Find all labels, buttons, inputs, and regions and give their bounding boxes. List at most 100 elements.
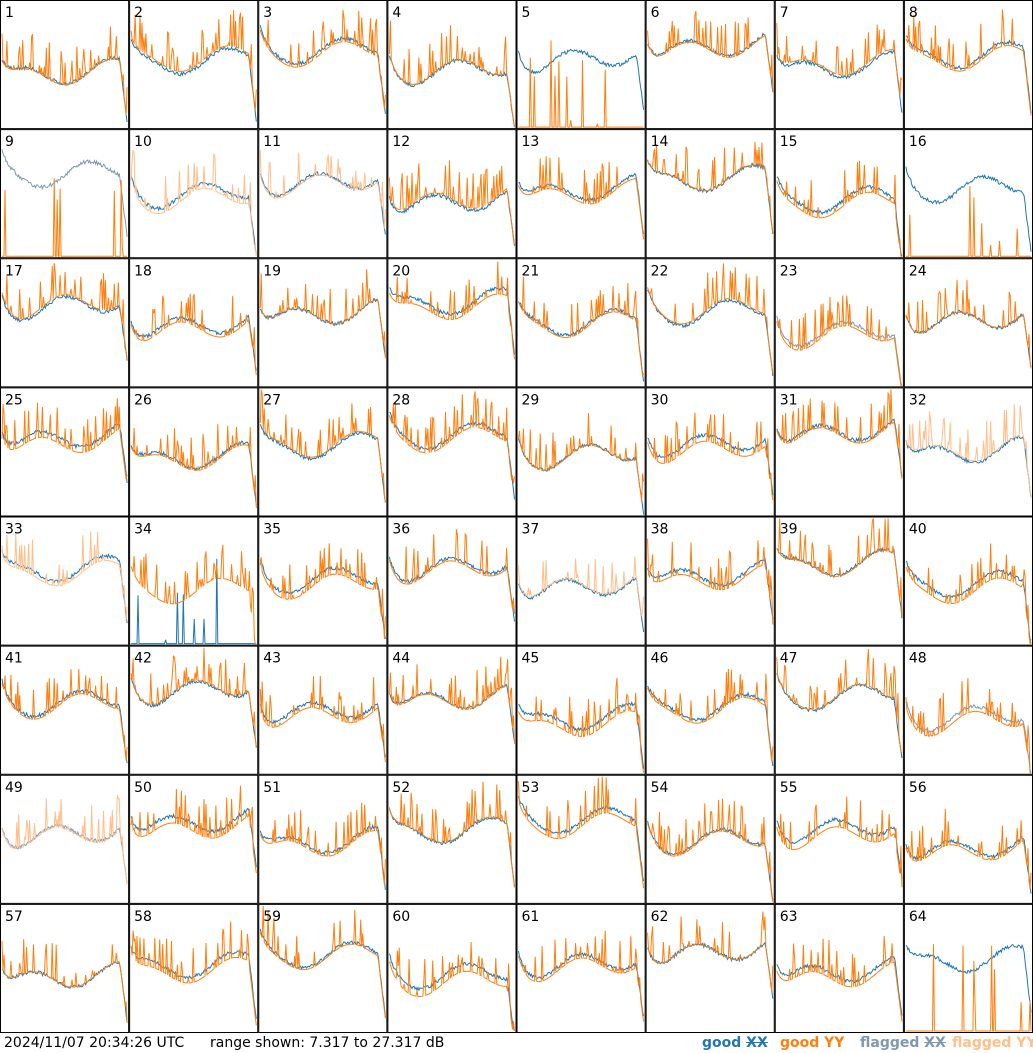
panel-frame — [645, 0, 775, 130]
yy-trace — [259, 802, 386, 885]
panel-59: 59 — [258, 903, 388, 1033]
panel-19: 19 — [258, 258, 388, 388]
panel-23: 23 — [774, 258, 904, 388]
panel-number: 20 — [392, 263, 410, 279]
panel-frame — [903, 516, 1033, 646]
panel-2: 2 — [129, 0, 259, 130]
xx-trace — [905, 943, 1032, 1013]
panel-number: 41 — [5, 651, 23, 667]
panel-frame — [903, 903, 1033, 1033]
yy-trace — [647, 538, 774, 625]
yy-trace — [776, 160, 902, 257]
panel-57: 57 — [0, 903, 130, 1033]
xx-trace — [1, 823, 128, 883]
panel-frame — [258, 903, 388, 1033]
xx-trace — [905, 166, 1032, 252]
panel-frame — [129, 387, 259, 517]
panel-58: 58 — [129, 903, 259, 1033]
panel-number: 18 — [134, 263, 152, 279]
panel-frame — [258, 0, 388, 130]
yy-trace — [776, 796, 903, 888]
panel-frame — [516, 774, 646, 904]
panel-16: 16 — [903, 129, 1033, 259]
timestamp: 2024/11/07 20:34:26 UTC — [4, 1035, 185, 1051]
panel-frame — [258, 387, 388, 517]
legend-good-yy-label: YY — [824, 1035, 845, 1051]
panel-frame — [258, 258, 388, 388]
yy-trace — [518, 776, 645, 889]
panel-number: 9 — [5, 134, 14, 150]
yy-trace — [1, 939, 128, 1023]
panel-56: 56 — [903, 774, 1033, 904]
yy-trace — [130, 293, 257, 376]
panel-number: 34 — [134, 522, 152, 538]
panel-number: 19 — [263, 263, 281, 279]
panel-frame — [516, 903, 646, 1033]
panel-39: 39 — [774, 516, 904, 646]
yy-trace — [518, 556, 645, 617]
panel-55: 55 — [774, 774, 904, 904]
panel-frame — [516, 129, 646, 259]
panel-30: 30 — [645, 387, 775, 517]
panel-36: 36 — [387, 516, 517, 646]
yy-trace — [518, 930, 645, 1022]
yy-trace — [130, 149, 257, 257]
yy-trace — [647, 141, 774, 233]
panel-number: 22 — [651, 263, 669, 279]
xx-trace — [905, 835, 1032, 894]
panel-number: 6 — [651, 5, 660, 21]
yy-trace — [776, 936, 903, 1022]
yy-trace — [259, 905, 386, 1019]
panel-20: 20 — [387, 258, 517, 388]
yy-trace — [130, 544, 257, 645]
panel-frame — [774, 645, 904, 775]
xx-trace — [776, 176, 903, 257]
panel-4: 4 — [387, 0, 517, 130]
panel-number: 8 — [909, 5, 918, 21]
yy-trace — [905, 543, 1032, 644]
yy-trace — [905, 9, 1032, 116]
yy-trace — [1, 531, 128, 621]
panel-frame — [129, 774, 259, 904]
legend-flagged-yy-prefix: flagged — [952, 1035, 1017, 1051]
legend-flagged-xx-label: XX — [924, 1035, 946, 1051]
yy-trace — [259, 543, 386, 640]
panel-number: 28 — [392, 392, 410, 408]
yy-trace — [776, 518, 903, 616]
legend-good-xx-label: XX — [746, 1035, 768, 1051]
panel-35: 35 — [258, 516, 388, 646]
panel-number: 43 — [263, 651, 281, 667]
panel-number: 42 — [134, 651, 152, 667]
yy-trace — [518, 677, 645, 773]
panel-number: 51 — [263, 780, 281, 796]
legend-flagged-yy: flagged YY — [952, 1034, 1033, 1052]
yy-trace — [2, 178, 128, 257]
yy-trace — [647, 412, 774, 501]
panel-50: 50 — [129, 774, 259, 904]
xx-trace — [1, 149, 128, 237]
legend-flagged-yy-label: YY — [1016, 1035, 1033, 1051]
panel-38: 38 — [645, 516, 775, 646]
yy-trace — [130, 647, 257, 746]
panel-frame — [645, 645, 775, 775]
yy-trace — [388, 656, 515, 744]
xx-trace — [1, 293, 128, 361]
xx-trace — [905, 309, 1032, 368]
panel-number: 35 — [263, 522, 281, 538]
xx-trace — [776, 48, 903, 113]
yy-trace — [776, 649, 903, 754]
xx-trace — [389, 286, 515, 355]
panel-number: 60 — [392, 909, 410, 925]
panel-number: 10 — [134, 134, 152, 150]
panel-number: 55 — [780, 780, 798, 796]
panel-frame — [387, 774, 517, 904]
yy-trace — [647, 10, 774, 93]
yy-trace — [1, 26, 128, 116]
panel-25: 25 — [0, 387, 130, 517]
panel-number: 36 — [392, 522, 410, 538]
panel-13: 13 — [516, 129, 646, 259]
panel-number: 61 — [522, 909, 540, 925]
panel-number: 7 — [780, 5, 789, 21]
yy-trace — [905, 404, 1032, 497]
panel-number: 58 — [134, 909, 152, 925]
